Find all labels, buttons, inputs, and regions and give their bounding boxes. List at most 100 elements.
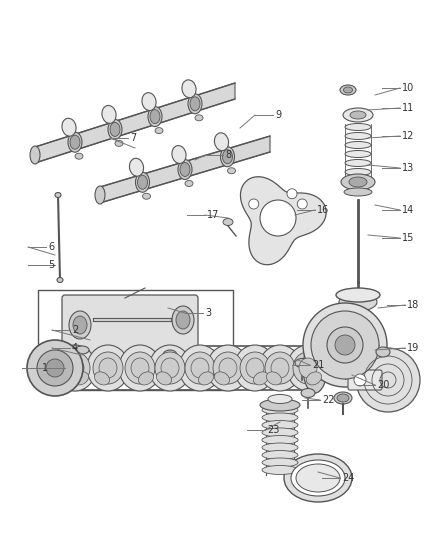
Ellipse shape	[69, 311, 91, 339]
Ellipse shape	[93, 352, 123, 384]
Circle shape	[37, 350, 73, 386]
Ellipse shape	[301, 389, 315, 398]
Ellipse shape	[262, 443, 298, 452]
Ellipse shape	[54, 345, 96, 391]
Circle shape	[297, 199, 307, 209]
Text: 22: 22	[322, 395, 335, 405]
Ellipse shape	[135, 172, 149, 192]
Ellipse shape	[155, 352, 185, 384]
Circle shape	[327, 327, 363, 363]
Ellipse shape	[207, 345, 249, 391]
Bar	[38, 290, 233, 390]
Ellipse shape	[343, 87, 353, 93]
Circle shape	[249, 199, 259, 209]
Text: 23: 23	[267, 425, 279, 435]
Ellipse shape	[345, 124, 371, 131]
Ellipse shape	[262, 465, 298, 474]
Ellipse shape	[130, 158, 144, 176]
Polygon shape	[35, 83, 235, 163]
Ellipse shape	[293, 352, 323, 384]
Ellipse shape	[191, 358, 209, 378]
Ellipse shape	[349, 177, 367, 187]
Ellipse shape	[291, 460, 345, 496]
Text: 3: 3	[205, 308, 211, 318]
Ellipse shape	[163, 350, 177, 360]
Ellipse shape	[185, 352, 215, 384]
Ellipse shape	[188, 94, 202, 114]
Ellipse shape	[344, 188, 372, 196]
Ellipse shape	[190, 97, 200, 111]
Ellipse shape	[345, 133, 371, 140]
Ellipse shape	[336, 288, 380, 302]
Ellipse shape	[73, 316, 87, 334]
Ellipse shape	[95, 186, 105, 204]
Ellipse shape	[215, 372, 230, 385]
Circle shape	[46, 359, 64, 377]
Ellipse shape	[259, 345, 301, 391]
Ellipse shape	[234, 345, 276, 391]
Text: 18: 18	[407, 300, 419, 310]
Ellipse shape	[220, 147, 234, 167]
Text: 2: 2	[72, 325, 78, 335]
Ellipse shape	[115, 140, 123, 147]
Ellipse shape	[149, 345, 191, 391]
Ellipse shape	[345, 141, 371, 149]
Ellipse shape	[57, 278, 63, 282]
Text: 1: 1	[42, 363, 48, 373]
Ellipse shape	[125, 352, 155, 384]
Ellipse shape	[262, 435, 298, 445]
Ellipse shape	[70, 135, 80, 149]
Ellipse shape	[334, 392, 352, 404]
Ellipse shape	[110, 123, 120, 136]
Text: 19: 19	[407, 343, 419, 353]
Ellipse shape	[161, 358, 179, 378]
Ellipse shape	[341, 174, 375, 190]
Polygon shape	[240, 177, 326, 265]
Text: 4: 4	[72, 343, 78, 353]
Ellipse shape	[102, 106, 116, 123]
Ellipse shape	[223, 219, 233, 225]
Polygon shape	[100, 136, 270, 203]
Text: 15: 15	[402, 233, 414, 243]
Ellipse shape	[337, 394, 349, 402]
Circle shape	[311, 311, 379, 379]
Ellipse shape	[345, 159, 371, 166]
Ellipse shape	[303, 343, 327, 393]
Ellipse shape	[180, 163, 190, 176]
Circle shape	[356, 348, 420, 412]
Text: 16: 16	[317, 205, 329, 215]
Text: 13: 13	[402, 163, 414, 173]
Ellipse shape	[138, 175, 148, 189]
Circle shape	[354, 374, 366, 386]
Ellipse shape	[55, 192, 61, 198]
Ellipse shape	[262, 458, 298, 467]
Ellipse shape	[271, 358, 289, 378]
Ellipse shape	[138, 372, 154, 385]
Ellipse shape	[219, 358, 237, 378]
FancyBboxPatch shape	[348, 370, 382, 390]
Ellipse shape	[296, 464, 340, 492]
Text: 24: 24	[342, 473, 354, 483]
Text: 7: 7	[130, 133, 136, 143]
Ellipse shape	[343, 108, 373, 122]
Ellipse shape	[66, 358, 84, 378]
Circle shape	[260, 200, 296, 236]
Circle shape	[335, 335, 355, 355]
Ellipse shape	[172, 306, 194, 334]
Ellipse shape	[345, 150, 371, 157]
Ellipse shape	[179, 345, 221, 391]
Ellipse shape	[142, 93, 156, 110]
Ellipse shape	[60, 352, 90, 384]
Ellipse shape	[350, 111, 366, 119]
Ellipse shape	[345, 168, 371, 175]
Ellipse shape	[195, 115, 203, 121]
Ellipse shape	[213, 352, 243, 384]
Ellipse shape	[260, 399, 300, 411]
Ellipse shape	[307, 372, 321, 385]
Text: 11: 11	[402, 103, 414, 113]
Ellipse shape	[75, 153, 83, 159]
Ellipse shape	[172, 146, 186, 164]
Ellipse shape	[376, 347, 390, 357]
Ellipse shape	[75, 368, 89, 376]
Ellipse shape	[142, 193, 151, 199]
